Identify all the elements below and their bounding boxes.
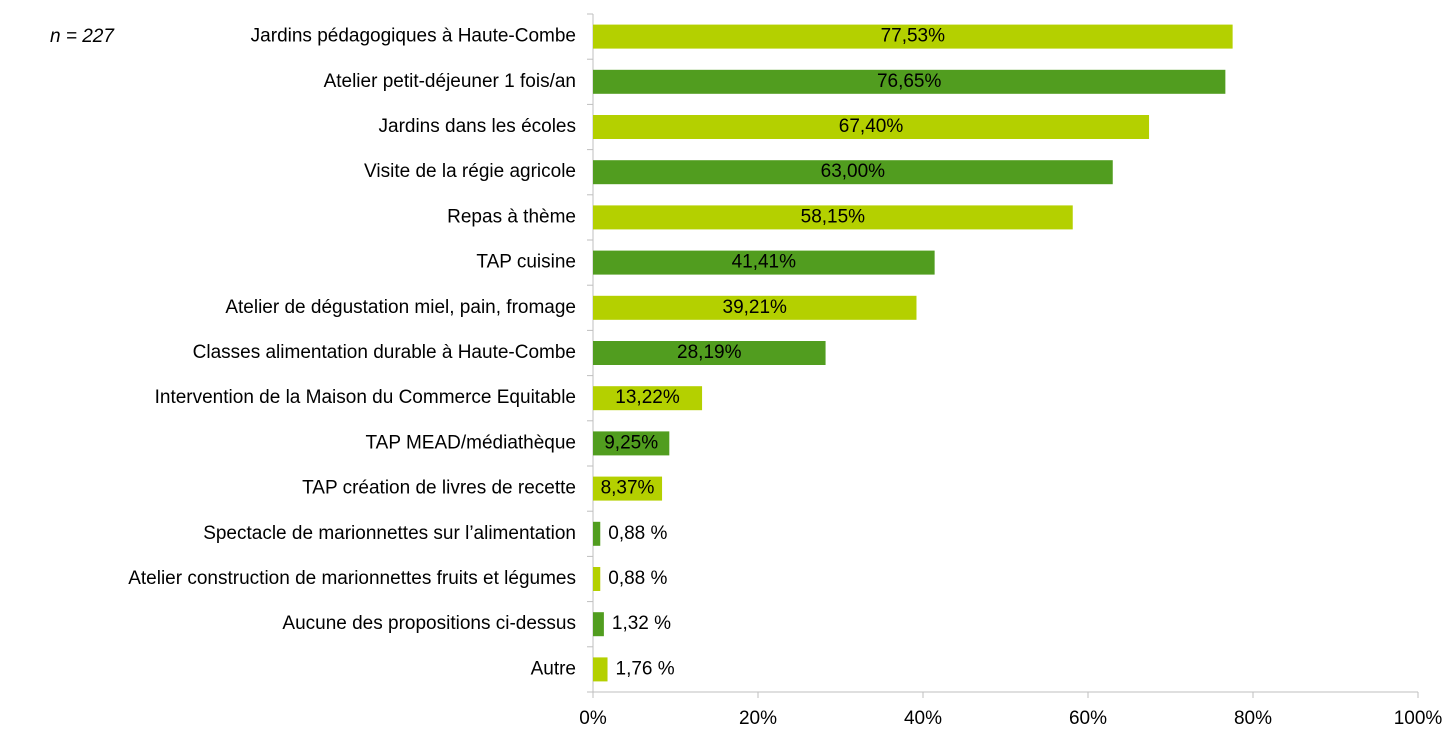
x-tick-label: 20% (739, 708, 777, 729)
bar (593, 69, 1226, 94)
category-label: Atelier construction de marionnettes fru… (128, 568, 576, 589)
value-label: 9,25% (604, 432, 658, 453)
category-label: TAP MEAD/médiathèque (365, 432, 576, 453)
bar (593, 341, 826, 365)
category-label: Atelier petit-déjeuner 1 fois/an (324, 71, 576, 92)
value-label: 41,41% (732, 252, 797, 273)
bar (593, 250, 935, 275)
value-label: 1,32 % (612, 613, 671, 634)
category-label: TAP création de livres de recette (302, 478, 576, 499)
category-label: Jardins dans les écoles (379, 116, 577, 137)
bar (593, 160, 1113, 185)
category-label: Autre (531, 658, 576, 679)
bar (593, 567, 601, 591)
category-label: TAP cuisine (476, 252, 576, 273)
bar (593, 476, 663, 501)
category-label: Classes alimentation durable à Haute-Com… (193, 342, 576, 363)
category-label: Aucune des propositions ci-dessus (282, 613, 576, 634)
value-label: 39,21% (723, 297, 788, 318)
category-label: Intervention de la Maison du Commerce Eq… (155, 387, 576, 408)
x-tick-label: 100% (1394, 708, 1443, 729)
value-label: 63,00% (821, 161, 886, 182)
bar (593, 295, 917, 320)
value-label: 13,22% (615, 387, 680, 408)
value-label: 1,76 % (616, 658, 675, 679)
category-label: Repas à thème (447, 206, 576, 227)
value-label: 76,65% (877, 71, 942, 92)
category-label: Spectacle de marionnettes sur l’alimenta… (203, 523, 576, 544)
bar (593, 612, 604, 637)
x-tick-label: 60% (1069, 708, 1107, 729)
annotation: n = 227 (50, 26, 115, 47)
category-label: Jardins pédagogiques à Haute-Combe (251, 26, 576, 47)
bar (593, 431, 670, 456)
bar (593, 657, 608, 682)
value-label: 0,88 % (608, 568, 667, 589)
value-label: 0,88 % (608, 523, 667, 544)
value-label: 8,37% (601, 478, 655, 499)
x-tick-label: 40% (904, 708, 942, 729)
category-label: Atelier de dégustation miel, pain, froma… (225, 297, 576, 318)
value-label: 67,40% (839, 116, 904, 137)
value-label: 77,53% (881, 26, 946, 47)
bar (593, 24, 1233, 49)
bar (593, 386, 703, 411)
value-label: 58,15% (801, 206, 866, 227)
value-label: 28,19% (677, 342, 742, 363)
x-tick-label: 80% (1234, 708, 1272, 729)
bar (593, 521, 601, 546)
category-label: Visite de la régie agricole (364, 161, 576, 182)
x-tick-label: 0% (579, 708, 607, 729)
bar (593, 205, 1073, 230)
bar (593, 115, 1150, 139)
